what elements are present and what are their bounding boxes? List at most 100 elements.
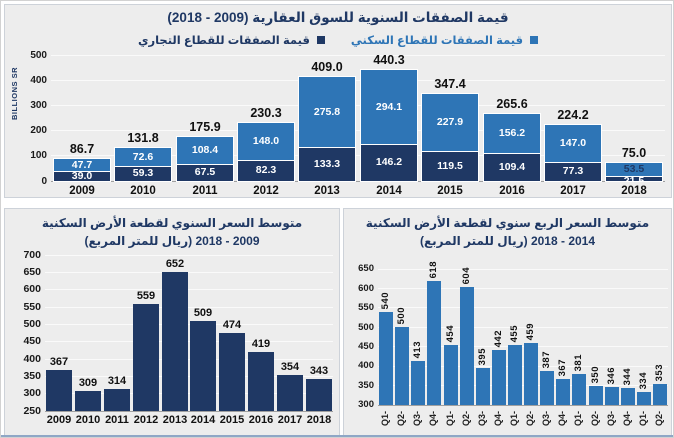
bar [46, 370, 72, 411]
gridline [45, 289, 333, 291]
bar-value-label: 652 [165, 258, 185, 270]
bar-value-label: 395 [476, 347, 488, 365]
bar [604, 387, 619, 405]
x-axis-line [45, 411, 333, 412]
x-tick-label: Q4- [621, 411, 632, 427]
total-value-label: 131.8 [127, 131, 159, 145]
y-tick-label: 600 [23, 283, 41, 296]
gridline [45, 375, 333, 377]
y-tick-label: 100 [30, 150, 47, 162]
gridline [378, 385, 668, 387]
commercial-bar-segment: 133.3 [299, 147, 355, 181]
commercial-bar-segment: 67.5 [177, 164, 233, 181]
gridline [378, 268, 668, 270]
panel-quarterly-land-price: متوسط السعر الربع سنوي لقطعة الأرض السكن… [343, 208, 672, 436]
residential-value-label: 156.2 [498, 127, 526, 139]
y-tick-label: 500 [30, 49, 47, 61]
x-tick-label: 2010 [75, 414, 101, 426]
bar-value-label: 604 [460, 266, 472, 284]
total-value-label: 224.2 [557, 108, 589, 122]
residential-value-label: 53.5 [623, 163, 645, 175]
bar-value-label: 442 [492, 329, 504, 347]
bar [636, 392, 651, 405]
bar-value-label: 387 [541, 350, 553, 368]
total-value-label: 75.0 [621, 146, 647, 160]
residential-bar-segment: 275.8 [299, 77, 355, 147]
bar-value-label: 474 [222, 319, 242, 331]
x-axis-line [51, 181, 665, 182]
bar [443, 345, 458, 405]
bar [75, 391, 101, 411]
commercial-value-label: 67.5 [194, 166, 216, 178]
bar-value-label: 455 [508, 324, 520, 342]
bar-value-label: 344 [621, 367, 633, 385]
bar-value-label: 540 [380, 291, 392, 309]
x-tick-label: 2011 [192, 185, 218, 197]
commercial-value-label: 59.3 [132, 167, 154, 179]
y-tick-label: 0 [41, 175, 47, 187]
legend-item-commercial: قيمة الصفقات للقطاع التجاري [138, 33, 325, 47]
total-value-label: 230.3 [250, 106, 282, 120]
gridline [51, 79, 665, 81]
y-tick-label: 400 [30, 74, 47, 86]
residential-value-label: 294.1 [375, 100, 403, 113]
bar-value-label: 367 [49, 356, 69, 368]
residential-value-label: 72.6 [132, 150, 154, 163]
y-tick-label: 600 [358, 282, 374, 294]
y-tick-label: 350 [23, 370, 41, 383]
annual-price-x-axis: 2009 2010 2011 2012 2013 2014 2015 2016 2017 2018 [45, 414, 333, 430]
commercial-bar-segment: 39.0 [54, 171, 110, 181]
commercial-value-label: 146.2 [375, 156, 403, 168]
y-tick-label: 650 [23, 266, 41, 279]
bar [427, 281, 442, 405]
bar [248, 352, 274, 411]
commercial-value-label: 133.3 [313, 157, 341, 170]
bar [411, 361, 426, 405]
bar-value-label: 314 [107, 375, 127, 387]
x-tick-label: 2018 [306, 414, 332, 426]
bar [556, 379, 571, 405]
bar-value-label: 419 [251, 338, 271, 350]
x-tick-label: Q3- [541, 411, 552, 427]
y-tick-label: 300 [30, 99, 47, 111]
gridline [378, 307, 668, 309]
commercial-bar-segment: 146.2 [361, 144, 417, 181]
residential-value-label: 47.7 [71, 158, 93, 171]
x-tick-label: 2018 [621, 185, 647, 197]
bar [540, 371, 555, 405]
gridline [378, 326, 668, 328]
commercial-value-label: 109.4 [498, 160, 526, 173]
x-tick-label: Q3- [605, 411, 616, 427]
x-tick-label: Q1- [573, 411, 584, 427]
x-tick-label: Q1- [380, 411, 391, 427]
y-tick-label: 450 [23, 335, 41, 348]
legend-label-commercial: قيمة الصفقات للقطاع التجاري [137, 35, 310, 47]
quarterly-price-title-line1: متوسط السعر الربع سنوي لقطعة الأرض السكن… [365, 216, 650, 230]
bar-value-label: 334 [637, 371, 649, 389]
x-tick-label: Q3- [476, 411, 487, 427]
residential-value-label: 148.0 [252, 135, 280, 147]
bar [277, 375, 303, 411]
bar-value-label: 353 [653, 363, 665, 381]
bar [190, 321, 216, 411]
annual-x-axis: 2009 2010 2011 2012 2013 2014 2015 2016 2017 2018 [51, 185, 665, 201]
y-tick-label: 500 [358, 321, 374, 333]
x-tick-label: 2014 [190, 414, 216, 426]
y-tick-label: 550 [23, 300, 41, 313]
bar-value-label: 346 [605, 366, 617, 384]
y-tick-label: 450 [358, 340, 374, 352]
gridline [45, 341, 333, 343]
residential-bar-segment: 294.1 [361, 70, 417, 144]
y-tick-label: 200 [30, 125, 47, 137]
gridline [45, 393, 333, 395]
x-tick-label: Q4- [492, 411, 503, 427]
residential-bar-segment: 108.4 [177, 137, 233, 164]
annual-price-y-axis: 250 300 350 400 450 500 550 600 650 700 [9, 249, 41, 417]
x-tick-label: 2016 [499, 185, 525, 197]
bar-value-label: 367 [557, 358, 569, 376]
bar [572, 374, 587, 405]
y-tick-label: 400 [23, 352, 41, 365]
x-tick-label: 2017 [560, 185, 586, 197]
commercial-bar-segment: 77.3 [545, 162, 601, 181]
